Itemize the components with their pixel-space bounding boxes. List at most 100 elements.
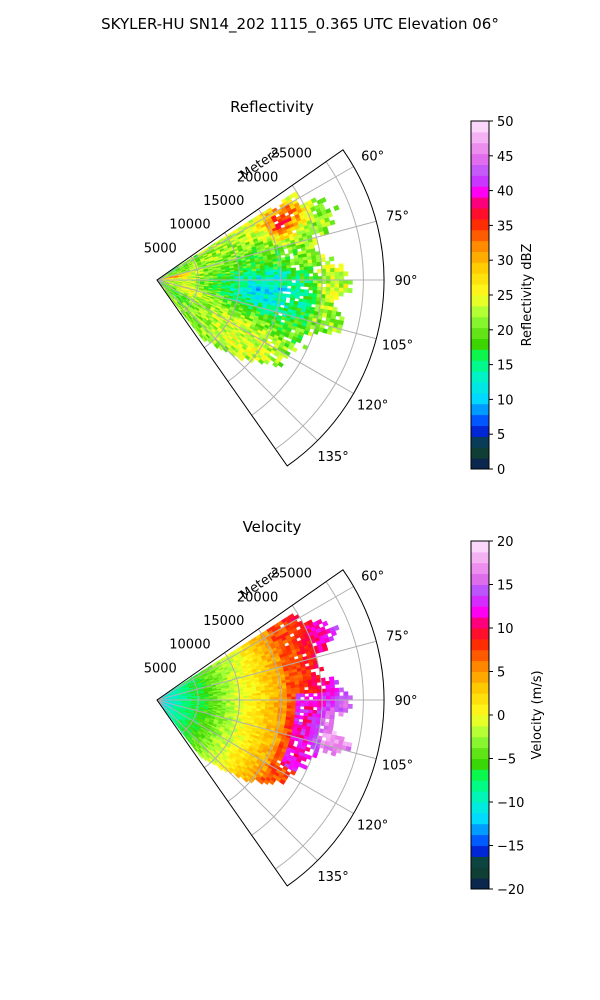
field-cell — [317, 688, 323, 694]
field-cell — [286, 273, 292, 278]
field-cell — [308, 692, 314, 697]
field-cell — [321, 695, 327, 701]
field-cell — [329, 264, 336, 269]
field-cell — [291, 702, 297, 707]
field-cell — [338, 707, 344, 713]
colorbar-segment — [471, 305, 489, 318]
field-cell — [317, 276, 323, 281]
azimuth-gridline — [156, 279, 318, 441]
field-cell — [308, 286, 314, 291]
field-cell — [299, 693, 305, 698]
field-cell — [299, 709, 305, 714]
field-cell — [325, 707, 331, 712]
field-cell — [325, 680, 331, 686]
colorbar-segment — [471, 295, 489, 307]
azimuth-gridline — [156, 279, 354, 394]
range-tick-label: 10000 — [169, 218, 210, 233]
field-cell — [329, 291, 336, 296]
field-cell — [213, 343, 220, 350]
colorbar-label: Reflectivity dBZ — [520, 244, 535, 347]
field-cell — [321, 620, 329, 627]
field-cell — [330, 750, 337, 757]
field-cell — [269, 694, 275, 698]
field-cell — [326, 329, 333, 336]
field-cell — [329, 219, 336, 226]
field-cell — [343, 279, 349, 285]
field-cell — [317, 706, 323, 712]
field-cell — [330, 699, 336, 705]
colorbar-segment — [471, 436, 489, 448]
field-cell — [312, 272, 318, 277]
colorbar-segment — [471, 175, 489, 187]
field-cell — [334, 279, 340, 285]
field-cell — [330, 691, 336, 697]
colorbar-segment — [471, 338, 489, 350]
colorbar-segment — [471, 458, 489, 470]
field-cell — [317, 279, 323, 284]
colorbar-segment — [471, 251, 489, 263]
field-cell — [269, 274, 275, 278]
colorbar-tick-label: 5 — [497, 428, 505, 443]
colorbar-segment — [471, 371, 489, 383]
field-cell — [304, 689, 310, 694]
field-cell — [326, 279, 332, 285]
field-cell — [343, 695, 349, 701]
colorbar-tick-label: 0 — [497, 463, 505, 478]
colorbar-tick-label: 10 — [497, 393, 514, 408]
field-cell — [299, 690, 305, 695]
field-cell — [338, 271, 345, 277]
field-cell — [263, 359, 270, 366]
field-cell — [343, 287, 349, 293]
field-cell — [329, 711, 336, 716]
azimuth-gridline — [156, 220, 377, 281]
field-cell — [334, 699, 340, 705]
field-cell — [343, 707, 349, 713]
azimuth-tick-label: 90° — [394, 274, 417, 289]
field-cell — [335, 311, 342, 317]
field-cell — [347, 695, 353, 701]
field-cell — [317, 692, 323, 697]
field-cell — [258, 358, 265, 365]
colorbar-segment — [471, 153, 489, 165]
colorbar-segment — [471, 262, 489, 274]
azimuth-gridline — [156, 166, 354, 281]
field-cell — [295, 273, 301, 278]
field-cell — [272, 361, 279, 368]
colorbar-segment — [471, 403, 489, 416]
colorbar-segment — [471, 164, 489, 176]
field-cell — [317, 286, 323, 292]
field-cell — [347, 279, 353, 285]
field-cell — [308, 686, 314, 691]
field-cell — [313, 279, 319, 284]
field-cell — [325, 703, 332, 708]
field-cell — [238, 355, 244, 362]
field-cell — [312, 262, 318, 267]
field-cell — [334, 291, 340, 297]
range-ring — [227, 208, 282, 382]
colorbar-segment — [471, 316, 489, 329]
field-cell — [308, 276, 314, 281]
field-cell — [295, 702, 301, 707]
field-cell — [312, 286, 318, 291]
field-cell — [322, 748, 329, 754]
field-cell — [317, 703, 323, 708]
field-cell — [299, 292, 305, 297]
field-cell — [330, 695, 336, 701]
field-cell — [330, 271, 336, 277]
colorbar-segment — [471, 360, 489, 372]
range-ring — [204, 232, 241, 349]
colorbar-segment — [471, 425, 489, 437]
colorbar-segment — [471, 414, 489, 426]
figure-title: SKYLER-HU SN14_202 1115_0.365 UTC Elevat… — [101, 15, 499, 33]
field-cell — [326, 211, 333, 218]
field-cell — [312, 703, 318, 708]
field-cell — [304, 273, 310, 278]
field-cell — [343, 703, 349, 709]
field-cell — [339, 275, 345, 281]
field-cell — [330, 275, 336, 281]
field-cell — [343, 699, 349, 705]
range-ring — [275, 161, 364, 450]
